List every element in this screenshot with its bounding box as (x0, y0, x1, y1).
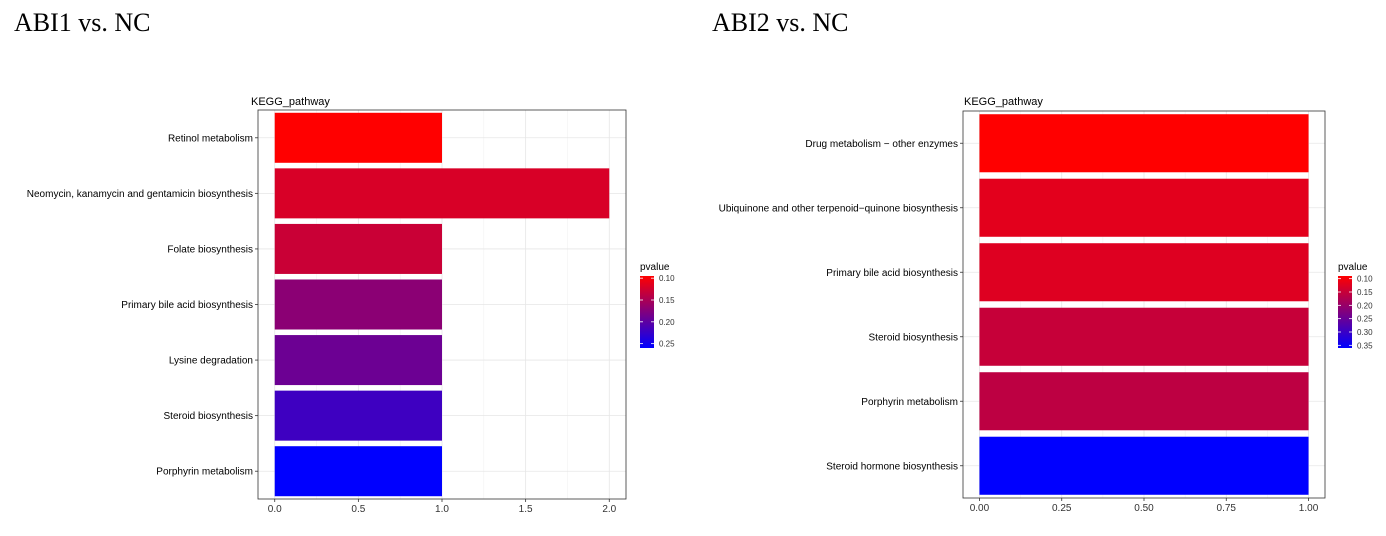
bar-4 (274, 279, 442, 330)
legend-tick-label: 0.35 (1357, 341, 1373, 350)
y-tick-label: Porphyrin metabolism (156, 467, 253, 478)
legend-tick-label: 0.25 (1357, 315, 1373, 324)
legend-tick-label: 0.30 (1357, 328, 1373, 337)
legend-tick-label: 0.15 (659, 296, 675, 305)
x-tick-label: 1.0 (435, 504, 449, 515)
bar-3 (979, 243, 1309, 302)
legend-tick-label: 0.20 (659, 318, 675, 327)
plot-title: KEGG_pathway (964, 96, 1043, 108)
legend-tick-label: 0.10 (659, 274, 675, 283)
x-tick-label: 0.75 (1217, 503, 1237, 514)
y-tick-label: Steroid biosynthesis (869, 332, 959, 343)
x-tick-label: 0.5 (351, 504, 365, 515)
bar-4 (979, 307, 1309, 366)
bar-1 (274, 112, 442, 163)
plot-title: KEGG_pathway (251, 96, 330, 108)
legend-colorbar (640, 276, 654, 348)
x-tick-label: 0.50 (1134, 503, 1154, 514)
bar-1 (979, 114, 1309, 173)
bar-6 (274, 390, 442, 441)
bar-5 (274, 335, 442, 386)
bar-5 (979, 372, 1309, 431)
x-tick-label: 1.00 (1299, 503, 1319, 514)
bar-7 (274, 446, 442, 497)
y-tick-label: Retinol metabolism (168, 133, 253, 144)
y-tick-label: Porphyrin metabolism (861, 397, 958, 408)
bar-6 (979, 436, 1309, 495)
legend-tick-label: 0.25 (659, 340, 675, 349)
x-tick-label: 0.00 (970, 503, 990, 514)
bar-2 (274, 168, 610, 219)
y-tick-label: Steroid hormone biosynthesis (826, 461, 958, 472)
y-tick-label: Ubiquinone and other terpenoid−quinone b… (719, 203, 958, 214)
y-tick-label: Neomycin, kanamycin and gentamicin biosy… (27, 189, 253, 200)
y-tick-label: Steroid biosynthesis (164, 411, 254, 422)
y-tick-label: Primary bile acid biosynthesis (826, 268, 958, 279)
legend-tick-label: 0.20 (1357, 301, 1373, 310)
x-tick-label: 0.25 (1052, 503, 1072, 514)
x-tick-label: 1.5 (519, 504, 533, 515)
legend-tick-label: 0.15 (1357, 288, 1373, 297)
bar-2 (979, 178, 1309, 237)
y-tick-label: Drug metabolism − other enzymes (805, 139, 958, 150)
x-tick-label: 0.0 (268, 504, 282, 515)
legend-tick-label: 0.10 (1357, 275, 1373, 284)
chart-2: KEGG_pathway Drug metabolism − other enzy… (719, 96, 1373, 514)
y-tick-label: Lysine degradation (169, 356, 253, 367)
chart-heading-abi2: ABI2 vs. NC (712, 8, 849, 37)
bar-3 (274, 223, 442, 274)
x-tick-label: 2.0 (602, 504, 616, 515)
y-tick-label: Folate biosynthesis (167, 244, 253, 255)
y-tick-label: Primary bile acid biosynthesis (121, 300, 253, 311)
chart-1: KEGG_pathway Retinol metabolism Neomycin, … (27, 96, 675, 515)
legend-title: pvalue (640, 262, 670, 273)
legend-colorbar (1338, 276, 1352, 348)
legend-title: pvalue (1338, 262, 1368, 273)
chart-heading-abi1: ABI1 vs. NC (14, 8, 151, 37)
